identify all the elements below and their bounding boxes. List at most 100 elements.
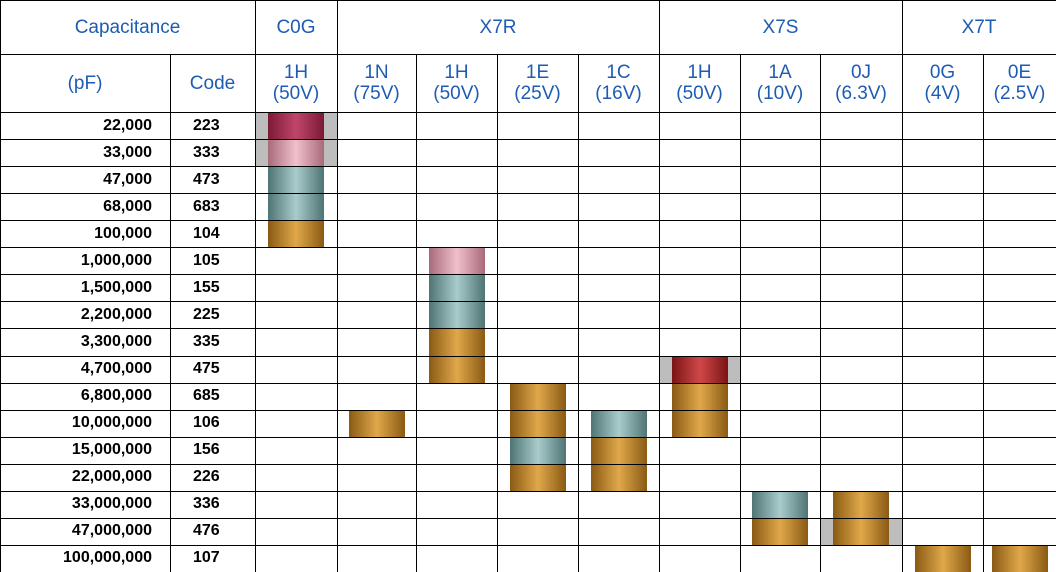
capacitance-cell: 10,000,000 — [71, 414, 152, 432]
group-header: C0G — [276, 16, 316, 38]
voltage-header: 1E (25V) — [497, 54, 578, 112]
header-line — [0, 54, 1056, 55]
column-line — [740, 54, 741, 572]
rating-code: 1C — [606, 62, 631, 83]
capacitance-cell: 33,000 — [103, 143, 152, 161]
rating-code: 1H — [283, 62, 309, 83]
capacitance-cell: 33,000,000 — [71, 495, 152, 513]
header-capacitance: Capacitance — [74, 16, 181, 38]
group-header: X7S — [762, 16, 799, 38]
code-cell: 104 — [193, 224, 220, 242]
code-cell: 225 — [193, 305, 220, 323]
code-cell: 683 — [193, 197, 220, 215]
rating-code: 1H — [444, 62, 469, 83]
rating-voltage: (75V) — [353, 83, 400, 104]
rating-code: 1N — [364, 62, 389, 83]
code-cell: 473 — [193, 170, 220, 188]
rating-code: 1A — [768, 62, 792, 83]
voltage-header: 1H (50V) — [659, 54, 740, 112]
row-line — [0, 382, 1056, 384]
column-line — [0, 0, 1, 572]
rating-bar — [752, 490, 808, 519]
column-line — [170, 54, 171, 572]
code-cell: 685 — [193, 387, 220, 405]
rating-bar — [428, 247, 485, 275]
rating-bar — [348, 409, 405, 438]
row-line — [0, 220, 1056, 222]
row-line — [0, 517, 1056, 519]
code-cell: 223 — [193, 116, 220, 134]
rating-bar — [991, 544, 1048, 572]
capacitance-cell: 3,300,000 — [80, 332, 152, 350]
row-line — [0, 490, 1056, 492]
rating-bar — [671, 355, 728, 384]
capacitance-cell: 22,000 — [103, 116, 152, 134]
row-line — [0, 193, 1056, 195]
row-line — [0, 409, 1056, 411]
capacitance-cell: 100,000,000 — [63, 549, 152, 567]
row-line — [0, 166, 1056, 168]
column-line — [659, 0, 660, 572]
voltage-header: 0J (6.3V) — [820, 54, 902, 112]
code-cell: 475 — [193, 360, 220, 378]
column-line — [820, 54, 821, 572]
code-cell: 156 — [193, 441, 220, 459]
rating-code: 1E — [525, 62, 550, 83]
rating-voltage: (50V) — [676, 83, 723, 104]
rating-bar — [268, 193, 324, 221]
voltage-header: 1H (50V) — [416, 54, 497, 112]
column-line — [497, 54, 498, 572]
code-cell: 476 — [193, 522, 220, 540]
capacitance-cell: 15,000,000 — [71, 441, 152, 459]
rating-bar — [428, 355, 485, 384]
capacitance-cell: 1,500,000 — [80, 278, 152, 296]
row-line — [0, 274, 1056, 276]
row-line — [0, 463, 1056, 465]
rating-bar — [509, 436, 566, 465]
rating-bar — [509, 409, 566, 438]
code-cell: 226 — [193, 468, 220, 486]
rating-bar — [268, 220, 324, 248]
code-cell: 333 — [193, 143, 220, 161]
group-header: X7T — [961, 16, 997, 38]
row-line — [0, 112, 1056, 113]
voltage-header: 1A (10V) — [740, 54, 820, 112]
capacitance-cell: 1,000,000 — [80, 251, 152, 269]
rating-voltage: (2.5V) — [993, 83, 1046, 104]
capacitance-cell: 68,000 — [103, 197, 152, 215]
rating-voltage: (4V) — [924, 83, 961, 104]
rating-bar — [590, 463, 647, 492]
row-line — [0, 247, 1056, 249]
code-cell: 105 — [193, 251, 220, 269]
rating-bar — [671, 409, 728, 438]
row-line — [0, 544, 1056, 546]
row-line — [0, 355, 1056, 357]
capacitance-cell: 6,800,000 — [80, 387, 152, 405]
rating-code: 0E — [1007, 62, 1032, 83]
rating-bar — [268, 166, 324, 194]
column-line — [255, 0, 256, 572]
group-header: X7R — [479, 16, 517, 38]
column-line — [416, 54, 417, 572]
voltage-header: 0E (2.5V) — [983, 54, 1056, 112]
capacitance-cell: 47,000 — [103, 170, 152, 188]
rating-voltage: (25V) — [514, 83, 561, 104]
rating-bar — [428, 301, 485, 329]
voltage-header: 1N (75V) — [337, 54, 416, 112]
column-line — [578, 54, 579, 572]
row-line — [0, 301, 1056, 303]
capacitance-cell: 4,700,000 — [80, 360, 152, 378]
rating-bar — [833, 490, 889, 519]
column-line — [337, 0, 338, 572]
capacitance-cell: 2,200,000 — [80, 305, 152, 323]
rating-bar — [509, 382, 566, 411]
code-cell: 107 — [193, 549, 220, 567]
rating-voltage: (16V) — [595, 83, 642, 104]
rating-bar — [590, 409, 647, 438]
rating-bar — [428, 328, 485, 357]
capacitance-cell: 22,000,000 — [71, 468, 152, 486]
code-cell: 155 — [193, 278, 220, 296]
voltage-header: 1C (16V) — [578, 54, 659, 112]
rating-voltage: (6.3V) — [835, 83, 887, 104]
